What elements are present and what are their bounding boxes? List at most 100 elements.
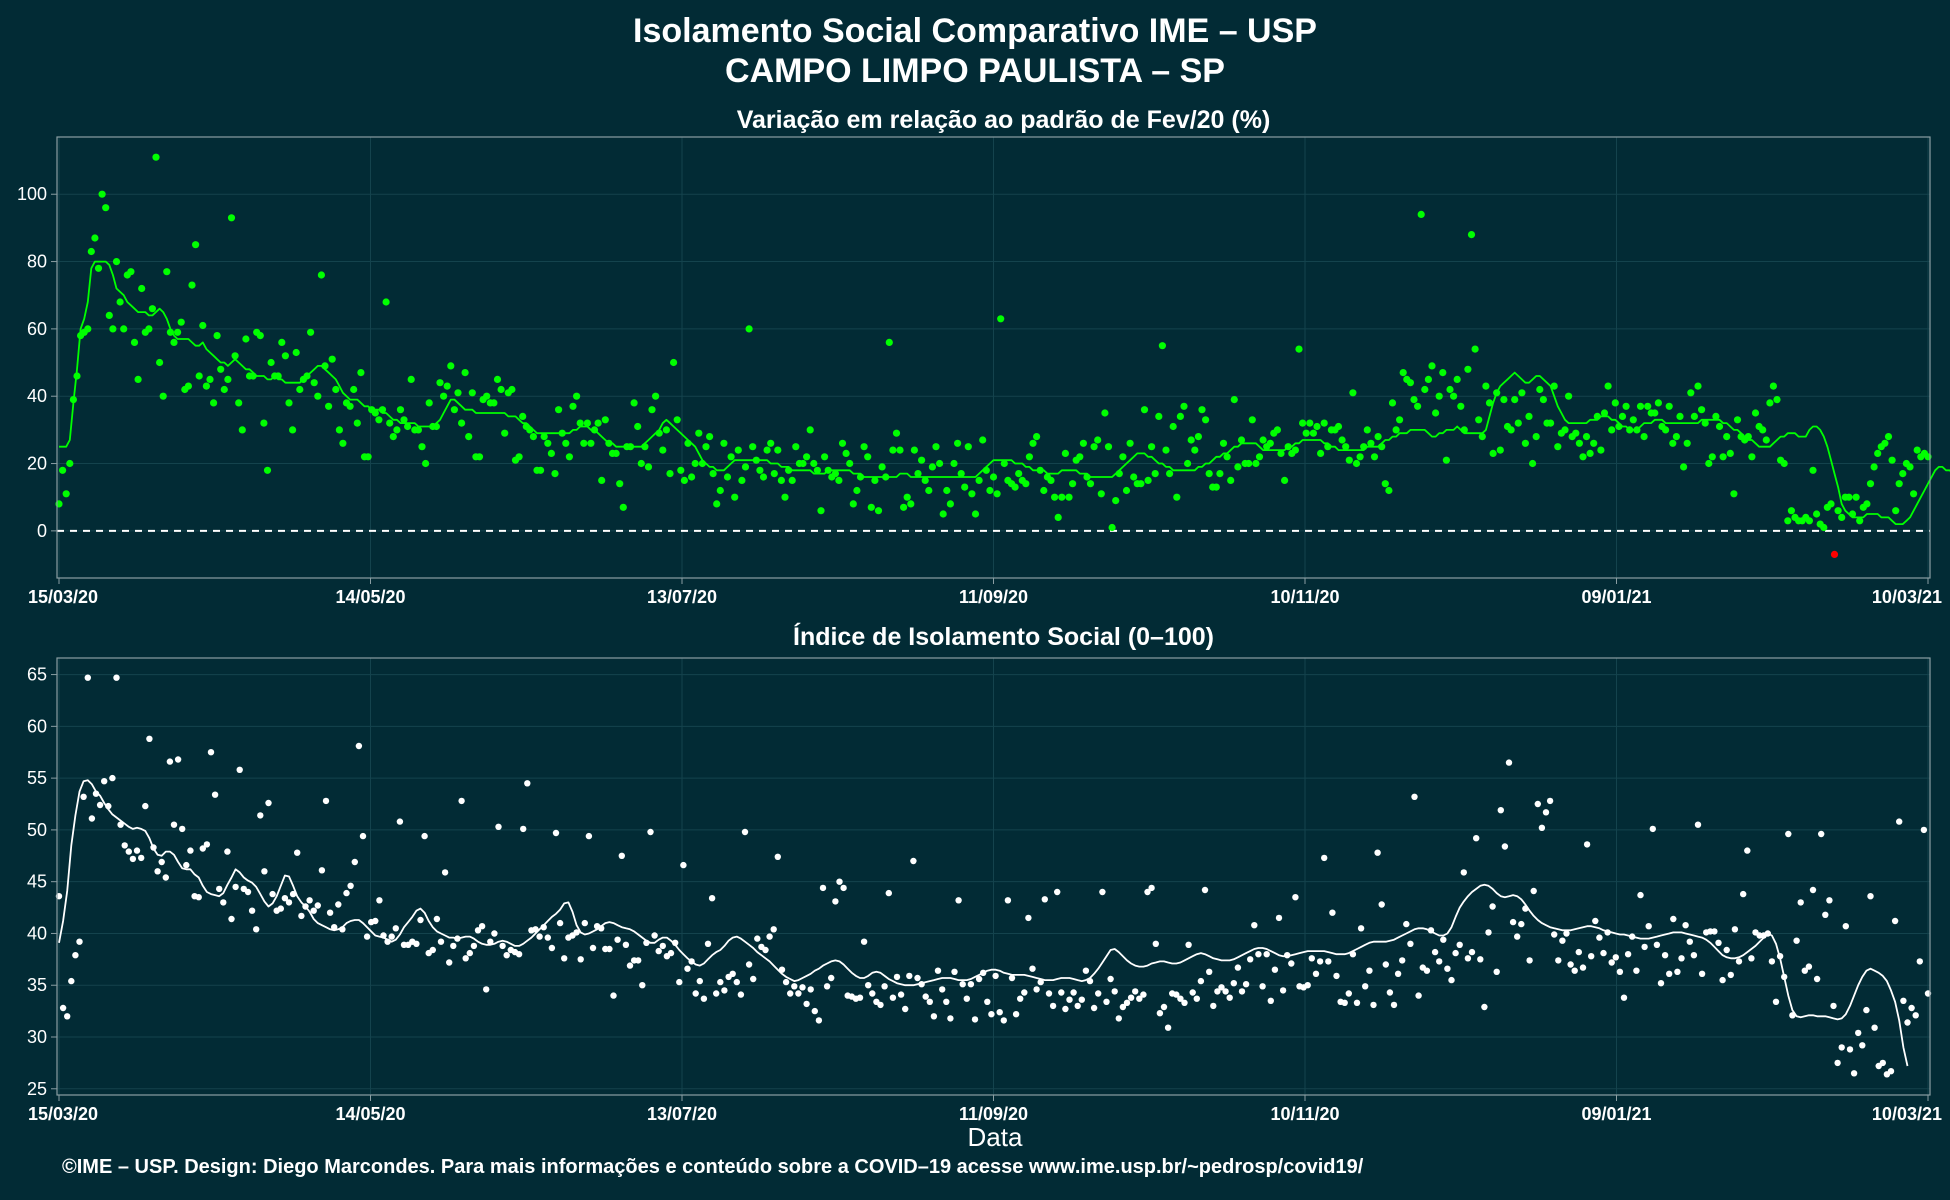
figure-city: CAMPO LIMPO PAULISTA – SP xyxy=(725,52,1225,90)
data-point xyxy=(450,942,457,950)
data-point xyxy=(134,375,142,383)
data-point xyxy=(1385,486,1393,495)
data-point xyxy=(696,977,703,985)
data-point xyxy=(849,500,857,508)
data-point xyxy=(429,946,436,954)
data-point xyxy=(1550,382,1558,390)
data-point xyxy=(1281,476,1289,484)
data-point xyxy=(195,372,203,380)
data-point xyxy=(1140,991,1147,998)
data-point xyxy=(803,453,811,461)
data-point xyxy=(547,449,556,457)
data-point xyxy=(1559,937,1566,944)
data-point xyxy=(741,828,749,836)
data-point xyxy=(88,815,96,822)
data-point xyxy=(378,406,387,414)
data-point xyxy=(1776,953,1784,960)
data-point xyxy=(490,399,498,407)
data-point xyxy=(733,978,740,986)
data-point xyxy=(1529,459,1537,468)
data-point xyxy=(414,426,422,434)
data-point xyxy=(1507,426,1515,434)
data-point xyxy=(1834,507,1842,515)
data-point xyxy=(59,466,67,474)
data-point xyxy=(1267,997,1275,1004)
data-point xyxy=(583,419,592,427)
x-tick-label: 10/03/21 xyxy=(1872,587,1942,607)
data-point xyxy=(1493,968,1500,975)
data-point xyxy=(1037,978,1044,986)
footer-credit: ©IME – USP. Design: Diego Marcondes. Par… xyxy=(62,1156,1364,1178)
moving-average-line xyxy=(58,779,1909,1067)
data-point xyxy=(856,994,864,1001)
data-point xyxy=(1390,1001,1398,1009)
data-point xyxy=(1575,948,1583,956)
data-point xyxy=(501,429,509,437)
data-point xyxy=(1406,379,1414,387)
data-point xyxy=(1417,210,1425,218)
data-point xyxy=(1489,449,1497,457)
data-point xyxy=(1891,917,1899,925)
data-point xyxy=(351,858,358,866)
data-point xyxy=(117,821,124,828)
data-point xyxy=(1051,493,1059,501)
data-point xyxy=(1173,991,1180,998)
x-tick-label: 09/01/21 xyxy=(1581,587,1651,607)
data-point xyxy=(918,981,925,988)
data-point xyxy=(1565,392,1573,400)
panel-title-1: Variação em relação ao padrão de Fev/20 … xyxy=(737,106,1271,134)
data-point xyxy=(1672,433,1680,441)
data-point xyxy=(803,1000,810,1008)
data-point xyxy=(1237,436,1246,444)
data-point xyxy=(601,416,609,424)
data-point xyxy=(1306,419,1314,427)
data-point xyxy=(577,956,584,963)
data-point xyxy=(257,812,264,819)
data-point xyxy=(1193,995,1201,1002)
data-point xyxy=(177,318,185,326)
data-point xyxy=(573,392,581,400)
data-point xyxy=(810,459,818,468)
data-point xyxy=(984,998,991,1005)
data-point xyxy=(1813,975,1821,983)
data-point xyxy=(224,848,231,855)
data-point xyxy=(1065,493,1073,501)
data-point xyxy=(906,972,913,980)
data-point xyxy=(1277,449,1285,457)
data-point xyxy=(466,949,473,957)
data-point xyxy=(1090,1004,1098,1012)
data-point xyxy=(63,1013,71,1020)
data-point xyxy=(72,952,79,959)
data-point xyxy=(1674,968,1681,975)
data-point xyxy=(372,917,379,925)
data-point xyxy=(296,385,304,394)
data-point xyxy=(610,992,617,999)
data-point xyxy=(762,946,769,954)
data-point xyxy=(1698,970,1706,977)
y-tick-label: 0 xyxy=(37,521,47,541)
data-point xyxy=(1464,365,1472,373)
data-point xyxy=(1086,977,1094,985)
data-point xyxy=(1784,517,1792,525)
data-point xyxy=(641,443,649,451)
data-point xyxy=(754,935,761,942)
y-tick-label: 80 xyxy=(27,252,47,272)
data-point xyxy=(922,993,929,1000)
data-point xyxy=(253,926,260,933)
x-tick-label: 13/07/20 xyxy=(647,1104,717,1124)
data-point xyxy=(1801,967,1809,974)
data-point xyxy=(975,476,983,484)
data-point xyxy=(893,973,901,981)
data-point xyxy=(986,486,994,495)
data-point xyxy=(1160,1003,1168,1011)
data-point xyxy=(1392,426,1400,434)
data-point xyxy=(997,315,1005,323)
data-point xyxy=(468,389,476,397)
data-point xyxy=(954,439,962,447)
data-point xyxy=(1532,433,1540,441)
data-point xyxy=(1362,983,1369,990)
data-point xyxy=(1097,490,1105,498)
data-point xyxy=(821,453,829,461)
moving-average-line xyxy=(59,260,1950,525)
y-tick-label: 40 xyxy=(27,923,47,943)
